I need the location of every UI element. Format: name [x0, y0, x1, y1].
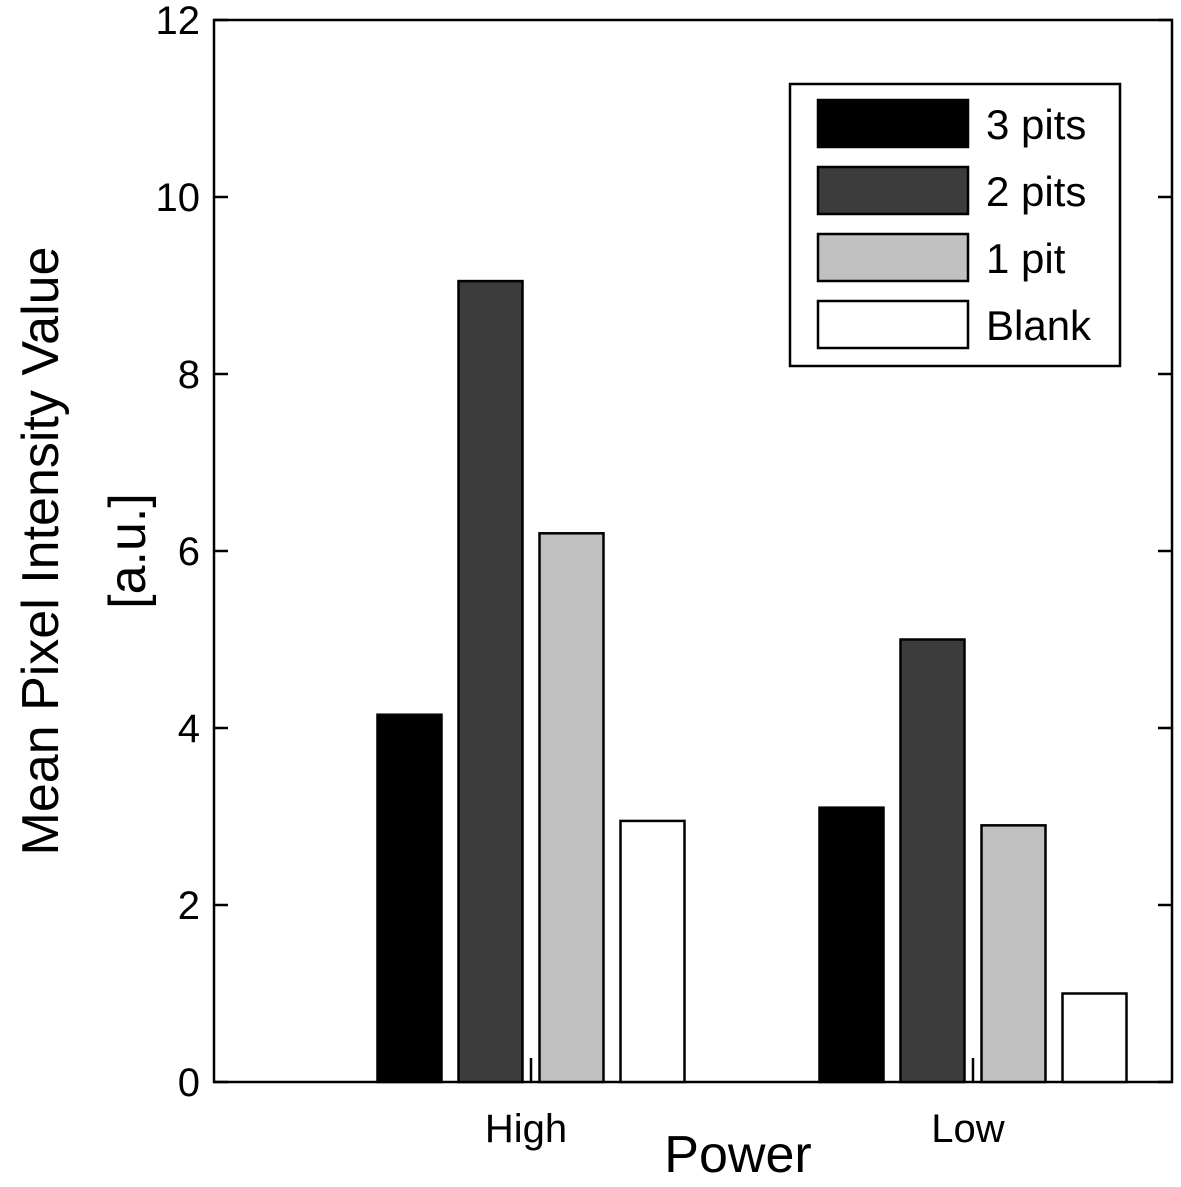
y-axis-title-line1: Mean Pixel Intensity Value — [12, 247, 70, 856]
legend-label: Blank — [986, 302, 1092, 349]
bar-low-3-pits — [818, 806, 885, 1084]
bar-high-blank — [619, 819, 686, 1084]
legend-label: 2 pits — [986, 168, 1086, 215]
y-tick-label: 2 — [178, 884, 200, 928]
y-tick-label: 0 — [178, 1061, 200, 1105]
legend: 3 pits 2 pits 1 pit Blank — [788, 82, 1122, 368]
bar-low-2-pits — [899, 638, 966, 1084]
bar-high-3-pits — [376, 713, 443, 1084]
legend-swatch-1-pit — [816, 232, 970, 283]
legend-swatch-2-pits — [816, 165, 970, 216]
bars — [376, 279, 1128, 1084]
y-axis-ticks: 0 2 4 6 8 10 12 — [156, 0, 1172, 1105]
bar-high-1-pit — [538, 532, 605, 1084]
bar-low-blank — [1061, 992, 1128, 1084]
bar-high-2-pits — [457, 279, 524, 1084]
x-tick-label: Low — [931, 1107, 1004, 1151]
y-tick-label: 10 — [156, 176, 201, 220]
x-axis-ticks: High Low — [485, 1058, 1005, 1151]
x-axis-title: Power — [664, 1126, 811, 1184]
bar-low-1-pit — [980, 824, 1047, 1084]
legend-swatch-blank — [816, 299, 970, 350]
legend-label: 1 pit — [986, 235, 1066, 282]
y-tick-label: 12 — [156, 0, 201, 43]
y-axis-title-line2: [a.u.] — [99, 493, 157, 609]
legend-label: 3 pits — [986, 101, 1086, 148]
y-tick-label: 6 — [178, 530, 200, 574]
legend-swatch-3-pits — [816, 98, 970, 149]
y-tick-label: 8 — [178, 353, 200, 397]
x-tick-label: High — [485, 1107, 567, 1151]
y-tick-label: 4 — [178, 707, 200, 751]
